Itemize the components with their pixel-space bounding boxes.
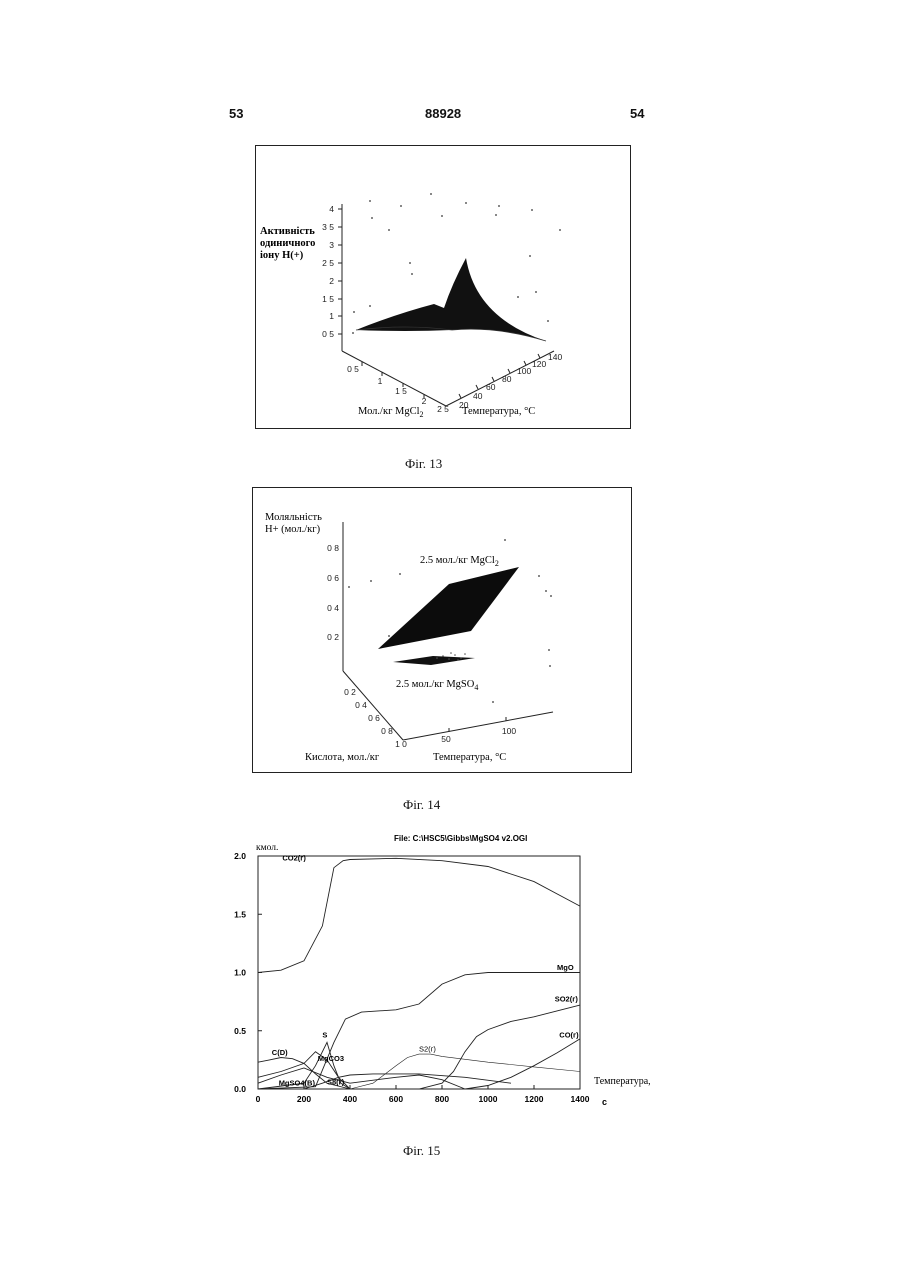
fig13-ztick: 3: [329, 240, 334, 250]
fig15-ytick-label: 0.0: [234, 1084, 246, 1094]
fig15-xtick-label: 1000: [479, 1094, 498, 1104]
fig15-xtick-label: 0: [256, 1094, 261, 1104]
fig13-ztick: 1 5: [322, 294, 334, 304]
fig13-xtick: 0 5: [347, 364, 359, 374]
fig13-surface: [356, 258, 546, 341]
fig14-xtick: 0 8: [381, 726, 393, 736]
fig15-file-label: File: C:\HSC5\Gibbs\MgSO4 v2.OGI: [394, 834, 527, 843]
fig13-xlabel: Мол./кг MgCl2: [358, 406, 424, 419]
fig15-xtick-label: 600: [389, 1094, 403, 1104]
fig15-ytick-label: 1.5: [234, 909, 246, 919]
fig15-series-label: MgCO3: [318, 1054, 344, 1063]
fig15-series-label: CO(г): [559, 1031, 579, 1040]
figure-14-frame: Моляльність H+ (мол./кг) 0 8 0 6 0 4 0 2: [252, 487, 632, 773]
fig15-series-label: SO2(г): [555, 995, 579, 1004]
fig13-ytick: 100: [517, 366, 531, 376]
fig14-xtick: 1 0: [395, 739, 407, 749]
page-number-left: 53: [229, 106, 243, 121]
fig14-zlabel-line1: Моляльність: [265, 512, 322, 523]
fig14-ytick: 50: [441, 734, 451, 744]
fig14-xlabel: Кислота, мол./кг: [305, 752, 380, 763]
fig15-series-label: MgO: [557, 963, 574, 972]
fig15-xtick-label: 1200: [525, 1094, 544, 1104]
fig15-series-label: S2(г): [419, 1045, 436, 1054]
fig13-ztick: 2: [329, 276, 334, 286]
fig15-ytick-label: 1.0: [234, 968, 246, 978]
fig15-ytick-label: 0.5: [234, 1026, 246, 1036]
page-number-right: 54: [630, 106, 644, 121]
fig14-ztick: 0 6: [327, 573, 339, 583]
fig15-xtick-label: 1400: [571, 1094, 590, 1104]
fig13-zlabel-line2: одиничного: [260, 238, 315, 249]
fig14-lower-plane: [393, 656, 475, 665]
fig15-xunit: с: [602, 1097, 607, 1107]
fig13-xtick: 2 5: [437, 404, 449, 414]
fig13-ztick: 1: [329, 311, 334, 321]
fig13-ztick: 2 5: [322, 258, 334, 268]
fig15-xtick-label: 800: [435, 1094, 449, 1104]
fig13-zlabel-line3: іону H(+): [260, 250, 304, 261]
fig15-xtick-label: 200: [297, 1094, 311, 1104]
fig14-xtick: 0 6: [368, 713, 380, 723]
figure-15-chart: File: C:\HSC5\Gibbs\MgSO4 v2.OGI кмол. 0…: [222, 830, 662, 1120]
fig13-ytick: 60: [486, 382, 496, 392]
fig14-ytick: 100: [502, 726, 516, 736]
fig13-ytick: 40: [473, 391, 483, 401]
fig13-xtick: 1: [378, 376, 383, 386]
fig13-ylabel: Температура, °C: [462, 406, 535, 417]
fig15-series-label: S: [322, 1031, 327, 1040]
fig14-ztick: 0 4: [327, 603, 339, 613]
fig15-series-label: CO2(г): [282, 854, 306, 863]
fig14-xtick: 0 2: [344, 687, 356, 697]
fig15-series-line: [258, 858, 580, 972]
fig14-zlabel-line2: H+ (мол./кг): [265, 524, 321, 535]
fig14-upper-label: 2.5 мол./кг MgCl2: [420, 555, 499, 568]
patent-number: 88928: [425, 106, 461, 121]
figure-13-frame: Активність одиничного іону H(+) 4 3 5 3 …: [255, 145, 631, 429]
fig15-series-label: C(D): [272, 1048, 288, 1057]
fig13-ztick: 4: [329, 204, 334, 214]
fig15-xtick-label: 400: [343, 1094, 357, 1104]
fig13-xtick: 1 5: [395, 386, 407, 396]
fig13-ytick: 120: [532, 359, 546, 369]
figure-14-caption: Фіг. 14: [403, 797, 440, 813]
fig15-ytick-label: 2.0: [234, 851, 246, 861]
fig15-series-label: S8(г): [327, 1077, 345, 1086]
fig15-series-line: [258, 973, 580, 1090]
figure-13-plot: Активність одиничного іону H(+) 4 3 5 3 …: [256, 146, 630, 428]
figure-14-plot: Моляльність H+ (мол./кг) 0 8 0 6 0 4 0 2: [253, 488, 631, 772]
fig15-ylabel: кмол.: [256, 843, 278, 853]
fig13-ytick: 80: [502, 374, 512, 384]
figure-15-caption: Фіг. 15: [403, 1143, 440, 1159]
fig15-series-label: MgSO4(B): [279, 1079, 316, 1088]
fig14-lower-label: 2.5 мол./кг MgSO4: [396, 679, 478, 692]
fig13-zlabel-line1: Активність: [260, 226, 315, 237]
fig14-ylabel: Температура, °C: [433, 752, 506, 763]
fig14-xtick: 0 4: [355, 700, 367, 710]
fig14-upper-plane: [378, 567, 519, 649]
fig14-ztick: 0 2: [327, 632, 339, 642]
fig13-ztick: 0 5: [322, 329, 334, 339]
figure-13-caption: Фіг. 13: [405, 456, 442, 472]
fig13-ztick: 3 5: [322, 222, 334, 232]
fig13-xtick: 2: [422, 396, 427, 406]
fig15-xlabel: Температура,: [594, 1076, 651, 1087]
fig13-ytick: 140: [548, 352, 562, 362]
fig14-ztick: 0 8: [327, 543, 339, 553]
